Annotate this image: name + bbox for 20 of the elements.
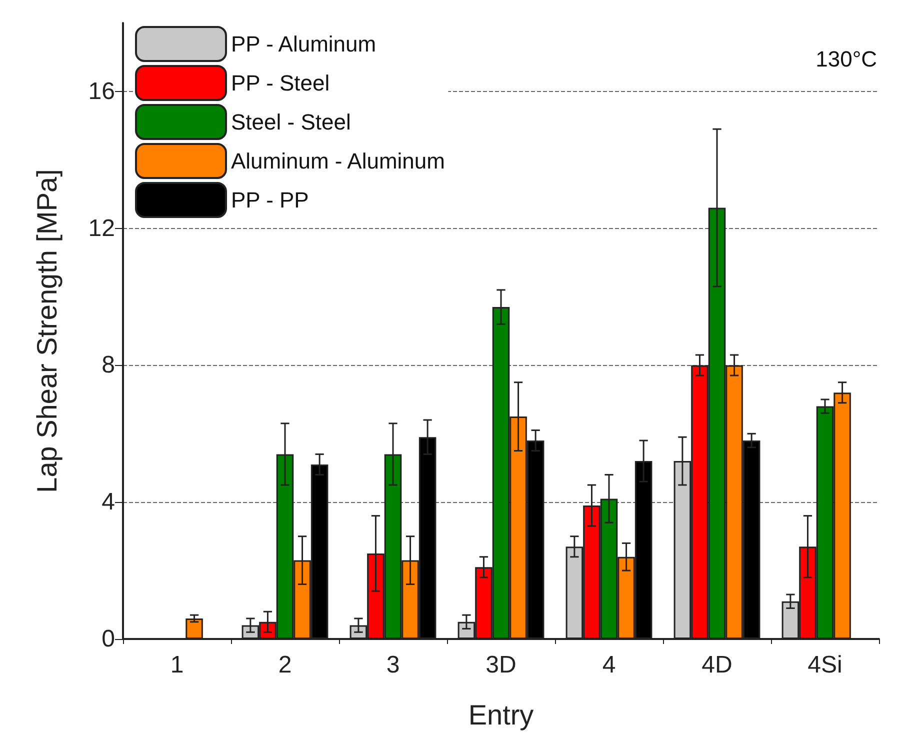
y-axis-title: Lap Shear Strength [MPa] [32,169,62,493]
legend-label: Steel - Steel [231,110,351,134]
x-axis-title: Entry [468,700,534,730]
x-tick-label: 1 [170,652,184,678]
legend-label: PP - Steel [231,70,330,96]
x-tick-label: 3 [386,652,400,678]
y-tick-label: 16 [88,78,115,105]
x-tick-label: 4D [702,652,732,678]
legend-label: PP - Aluminum [231,32,376,56]
annotation: 130°C [816,46,878,72]
y-tick-label: 4 [102,488,115,516]
y-tick-label: 0 [102,626,115,652]
x-tick-label: 4Si [808,652,842,678]
y-tick-label: 12 [88,214,115,242]
legend-label: PP - PP [231,188,309,212]
x-tick-label: 3D [486,652,516,678]
legend-label: Aluminum - Aluminum [231,148,445,174]
x-tick-label: 2 [278,652,292,678]
y-tick-label: 8 [102,352,115,379]
x-tick-label: 4 [602,652,616,678]
